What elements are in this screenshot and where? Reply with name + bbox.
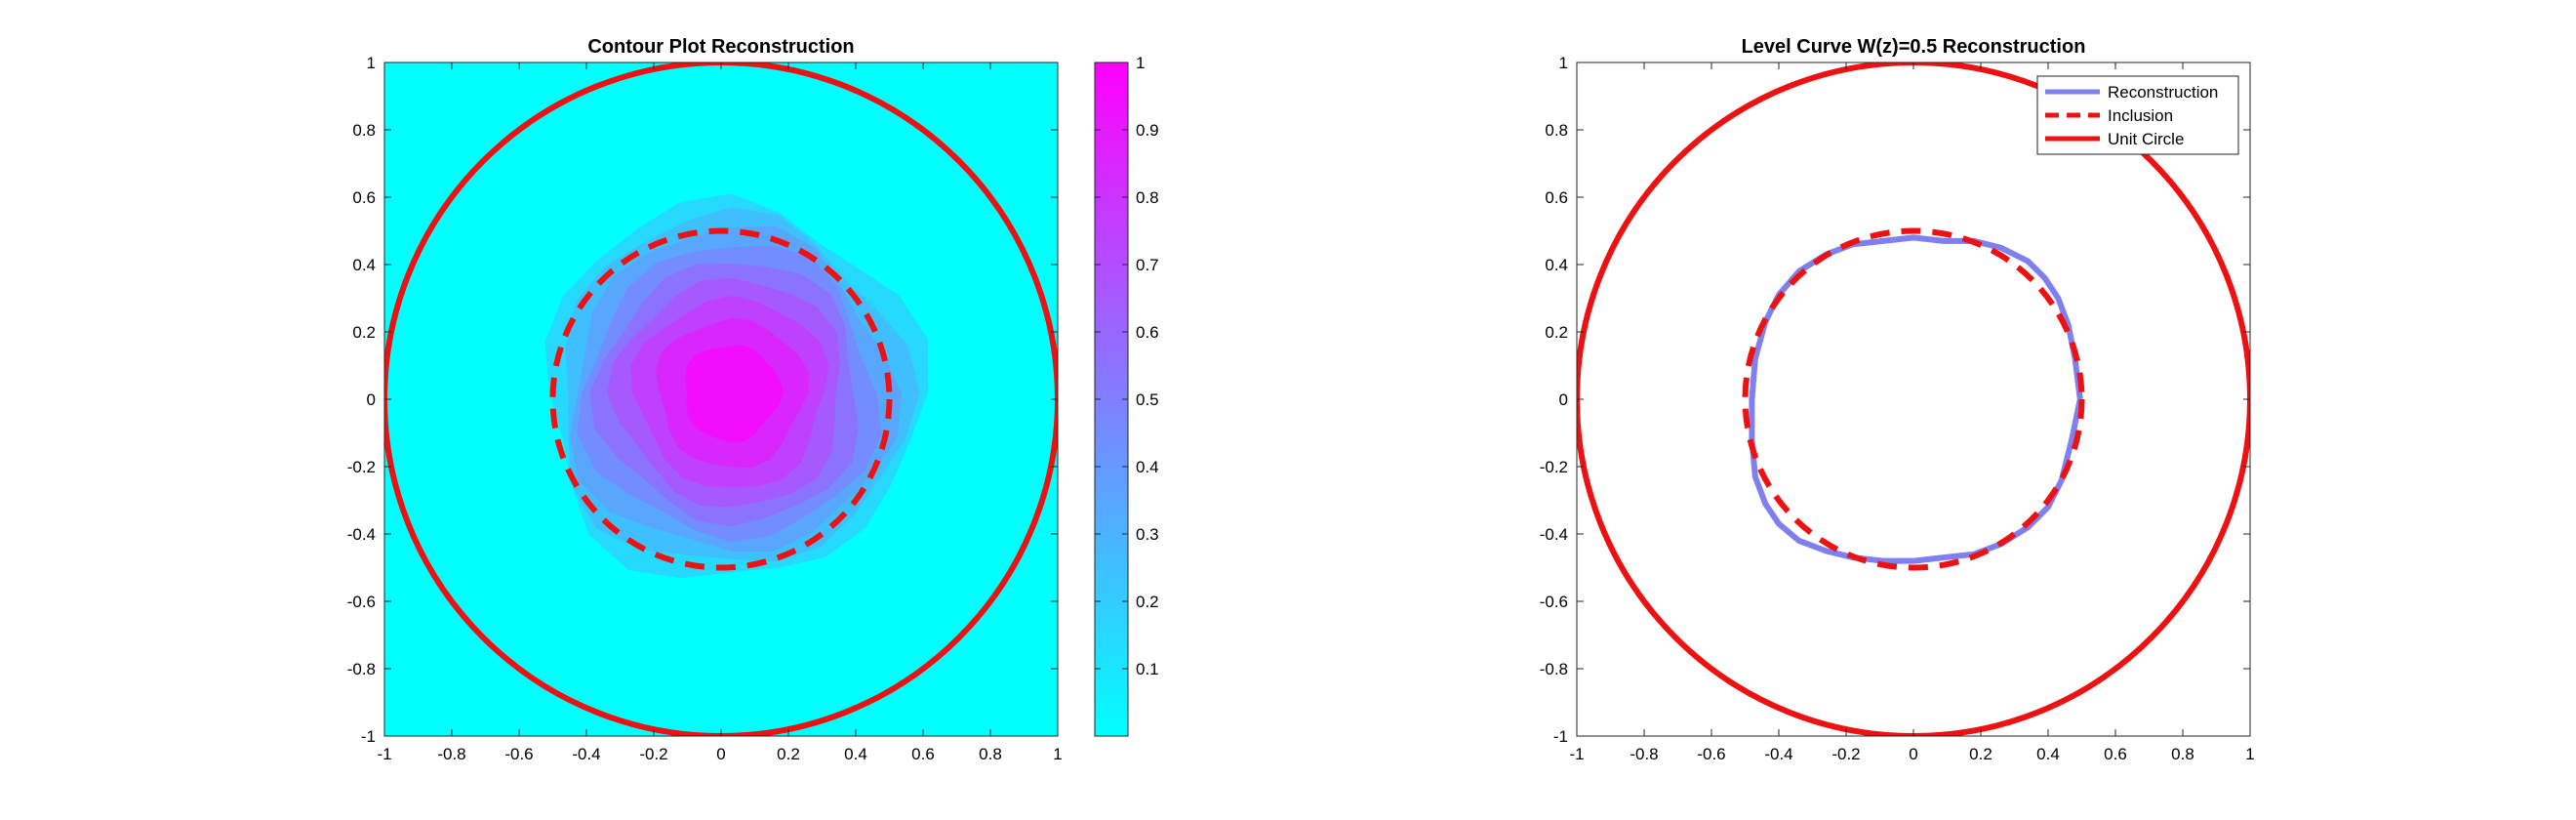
y-tick-label: -0.8 (347, 660, 376, 678)
y-tick-label: 0.8 (352, 121, 376, 140)
x-tick-label: -0.6 (504, 745, 533, 763)
x-tick-label: 1 (1053, 745, 1062, 763)
y-tick-label: 0.6 (352, 188, 376, 207)
x-tick-label: 0.8 (2171, 745, 2194, 763)
y-tick-label: 0.2 (352, 323, 376, 342)
x-tick-label: 0.2 (777, 745, 800, 763)
colorbar-tick-label: 0.5 (1136, 390, 1159, 409)
x-tick-label: 0.4 (2036, 745, 2060, 763)
level-curve-series (1577, 62, 2250, 736)
y-tick-label: 0.6 (1545, 188, 1568, 207)
colorbar-tick-label: 0.8 (1136, 188, 1159, 207)
x-tick-label: 0.8 (979, 745, 1002, 763)
y-tick-label: -1 (361, 727, 376, 746)
x-tick-label: -0.8 (437, 745, 465, 763)
y-tick-label: -0.8 (1540, 660, 1568, 678)
x-tick-label: -0.2 (639, 745, 667, 763)
colorbar-tick-label: 0.1 (1136, 660, 1159, 678)
legend-label-unit-circle: Unit Circle (2108, 130, 2184, 148)
x-tick-label: -0.6 (1697, 745, 1725, 763)
contour-band (685, 345, 784, 443)
colorbar-tick-label: 0.4 (1136, 458, 1159, 476)
colorbar-tick-label: 0.6 (1136, 323, 1159, 342)
legend-label-reconstruction: Reconstruction (2108, 83, 2218, 102)
y-tick-label: 1 (367, 54, 376, 72)
level-curve-panel: Level Curve W(z)=0.5 Reconstruction -1 -0… (1540, 36, 2255, 763)
y-tick-label: -0.4 (1540, 525, 1568, 544)
colorbar-tick-label: 0.9 (1136, 121, 1159, 140)
x-tick-label: -0.8 (1630, 745, 1658, 763)
colorbar-tick-label: 0.7 (1136, 256, 1159, 274)
x-tick-label: -0.2 (1831, 745, 1860, 763)
x-tick-label: -0.4 (572, 745, 600, 763)
y-tick-label: 1 (1559, 54, 1568, 72)
contour-plot-area (384, 62, 1058, 736)
colorbar-tick-label: 1 (1136, 54, 1145, 72)
y-tick-label: 0.4 (1545, 256, 1568, 274)
y-tick-label: -0.6 (1540, 593, 1568, 611)
level-curve-title: Level Curve W(z)=0.5 Reconstruction (1742, 36, 2086, 58)
x-tick-label: -0.4 (1764, 745, 1792, 763)
y-tick-label: -0.2 (347, 458, 376, 476)
y-tick-label: -1 (1553, 727, 1568, 746)
y-tick-label: 0.4 (352, 256, 376, 274)
y-tick-label: -0.6 (347, 593, 376, 611)
x-tick-label: 0.2 (1969, 745, 1992, 763)
y-tick-label: -0.2 (1540, 458, 1568, 476)
colorbar-ticks: 1 0.9 0.8 0.7 0.6 0.5 0.4 0.3 0.2 0.1 (1095, 54, 1159, 678)
x-tick-label: 0.4 (844, 745, 867, 763)
colorbar: 1 0.9 0.8 0.7 0.6 0.5 0.4 0.3 0.2 0.1 (1094, 54, 1159, 737)
colorbar-tick-label: 0.3 (1136, 525, 1159, 544)
contour-plot-axes: -1 -0.8 -0.6 -0.4 -0.2 0 0.2 0.4 0.6 0.8 1 1 0.8 0.6 0… (347, 54, 1063, 763)
legend: Reconstruction Inclusion Unit Circle (2036, 75, 2239, 155)
y-tick-label: -0.4 (347, 525, 376, 544)
contour-plot-panel: Contour Plot Reconstruction -1 -0.8 -0.6 -0… (347, 36, 1159, 763)
y-tick-label: 0.8 (1545, 121, 1568, 140)
x-tick-label: 0 (1909, 745, 1917, 763)
x-tick-label: 0 (716, 745, 725, 763)
y-tick-label: 0 (1559, 390, 1568, 409)
x-tick-label: 0.6 (2104, 745, 2127, 763)
inclusion-circle (1742, 227, 2085, 571)
legend-label-inclusion: Inclusion (2108, 106, 2173, 125)
contour-bands (544, 193, 928, 579)
x-tick-label: 0.6 (911, 745, 935, 763)
y-tick-label: 0.2 (1545, 323, 1568, 342)
x-tick-label: 1 (2245, 745, 2254, 763)
level-curve-background (1577, 62, 2250, 736)
colorbar-tick-label: 0.2 (1136, 593, 1159, 611)
x-tick-label: -1 (377, 745, 391, 763)
x-tick-label: -1 (1569, 745, 1584, 763)
y-tick-label: 0 (367, 390, 376, 409)
contour-plot-title: Contour Plot Reconstruction (587, 36, 854, 58)
level-curve-axes: -1 -0.8 -0.6 -0.4 -0.2 0 0.2 0.4 0.6 0.8 1 1 0.8 0.6 0… (1540, 54, 2255, 763)
inclusion-circle (549, 227, 893, 571)
contour-overlay-curves (384, 62, 1058, 736)
